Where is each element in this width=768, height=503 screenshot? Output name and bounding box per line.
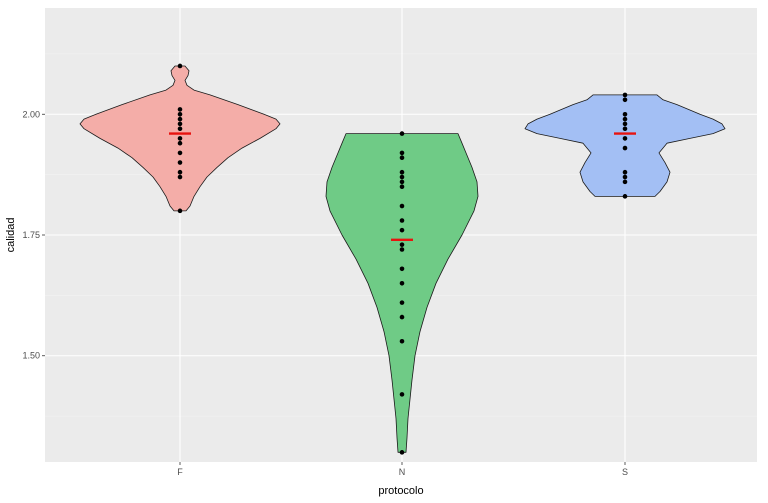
x-tick-label: S — [622, 467, 628, 477]
point-F — [177, 174, 183, 180]
y-tick-label: 1.50 — [22, 351, 40, 361]
point-S — [622, 126, 628, 132]
point-N — [399, 392, 405, 397]
point-N — [399, 300, 405, 305]
point-S — [622, 116, 628, 122]
point-N — [399, 227, 405, 233]
y-axis-title: calidad — [5, 218, 17, 253]
point-F — [177, 169, 183, 175]
x-tick-label: N — [399, 467, 406, 477]
point-N — [399, 150, 405, 156]
point-S — [622, 121, 628, 127]
y-tick-label: 2.00 — [22, 109, 40, 119]
point-N — [399, 242, 405, 247]
point-N — [399, 184, 405, 190]
point-N — [399, 314, 405, 320]
point-N — [399, 179, 405, 185]
x-tick-label: F — [177, 467, 183, 477]
point-F — [177, 150, 183, 156]
point-F — [177, 208, 183, 214]
violin-S — [524, 94, 726, 197]
point-F — [177, 116, 183, 122]
point-N — [399, 280, 405, 286]
x-axis-title: protocolo — [378, 485, 423, 497]
point-N — [399, 450, 405, 455]
point-S — [622, 194, 628, 199]
point-S — [622, 174, 628, 180]
point-F — [177, 107, 183, 112]
point-N — [399, 131, 405, 136]
point-F — [177, 136, 183, 141]
point-F — [177, 111, 183, 117]
point-S — [622, 179, 628, 185]
point-F — [177, 126, 183, 132]
point-S — [622, 145, 628, 151]
point-N — [399, 174, 405, 180]
point-S — [622, 111, 628, 117]
y-tick-label: 1.75 — [22, 230, 40, 240]
point-F — [177, 63, 183, 69]
point-N — [399, 155, 405, 161]
point-N — [399, 203, 405, 209]
axes: 1.50 1.75 2.00 F N S — [22, 109, 628, 477]
point-F — [177, 160, 183, 165]
violin-N — [325, 133, 479, 453]
point-S — [622, 136, 628, 141]
point-F — [177, 140, 183, 146]
point-N — [399, 266, 405, 272]
point-S — [622, 169, 628, 175]
point-N — [399, 247, 405, 252]
mean-markers — [169, 132, 636, 242]
data-points — [177, 63, 628, 455]
point-F — [177, 121, 183, 127]
point-N — [399, 338, 405, 344]
point-N — [399, 218, 405, 223]
point-S — [622, 97, 628, 103]
point-N — [399, 169, 405, 175]
point-S — [622, 92, 628, 98]
